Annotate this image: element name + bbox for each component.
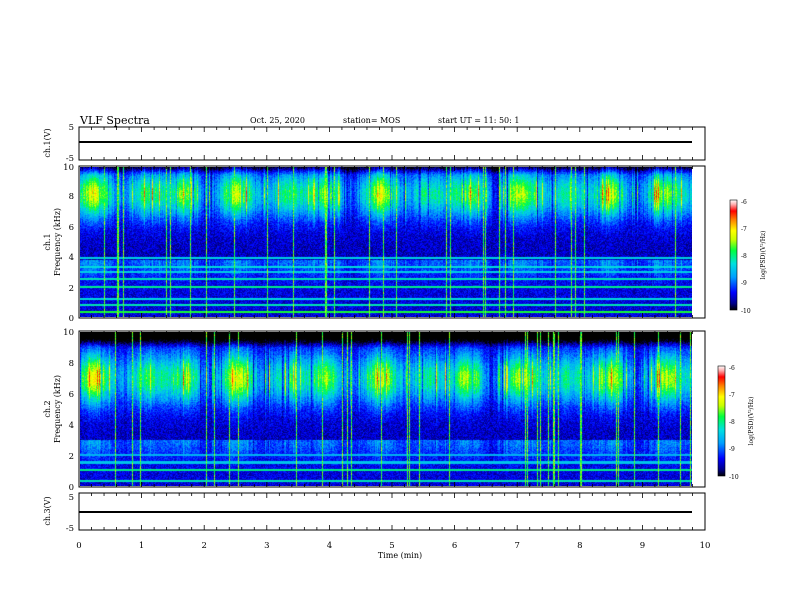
ch1-spec-ylabel-frequency: Frequency (kHz) <box>53 208 62 276</box>
ch2-spec-ylabel-channel: ch.2 <box>43 400 52 417</box>
ch2-spec-ytick-4: 4 <box>69 421 74 431</box>
ch1-colorbar-label: log(PSD)(V²/Hz) <box>760 231 767 280</box>
ch1-spec-ytick-0: 0 <box>69 314 74 324</box>
figure-title: VLF Spectra <box>79 114 150 127</box>
ch1-spec-ytick-2: 2 <box>69 284 74 294</box>
ch2-spec-ytick-6: 6 <box>69 390 74 400</box>
start-time-label: start UT = 11: 50: 1 <box>438 116 519 125</box>
ch3-voltage-panel: 5 -5 ch.3(V) <box>43 492 706 534</box>
x-tick-label-3: 3 <box>264 541 269 551</box>
x-tick-label-10: 10 <box>700 541 711 551</box>
ch1-cb-tick-9: -9 <box>741 280 747 287</box>
ch1-spec-yticks: 0 2 4 6 8 10 <box>63 163 74 324</box>
ch2-spec-ytick-10: 10 <box>63 328 74 338</box>
ch1-colorbar: -6 -7 -8 -9 -10 log(PSD)(V²/Hz) <box>729 199 767 315</box>
ch1-cb-tick-7: -7 <box>741 226 747 233</box>
ch2-spectrogram-panel: 0 2 4 6 8 10 ch.2 Frequency (kHz) <box>43 328 706 493</box>
ch1-spec-ytick-10: 10 <box>63 163 74 173</box>
ch2-cb-tick-10: -10 <box>729 474 739 481</box>
ch2-colorbar: -6 -7 -8 -9 -10 log(PSD)(V²/Hz) <box>717 365 755 481</box>
ch2-cb-tick-7: -7 <box>729 392 735 399</box>
ch2-colorbar-gradient <box>717 365 726 477</box>
ch1-cb-tick-10: -10 <box>741 308 751 315</box>
axis-tick-marks <box>78 127 706 530</box>
ch1-spec-ytick-8: 8 <box>69 192 74 202</box>
x-tick-label-8: 8 <box>577 541 582 551</box>
x-tick-label-0: 0 <box>76 541 81 551</box>
x-tick-label-5: 5 <box>389 541 394 551</box>
ch2-spec-ylabel-frequency: Frequency (kHz) <box>53 375 62 443</box>
ch2-colorbar-label: log(PSD)(V²/Hz) <box>748 397 755 446</box>
x-tick-label-9: 9 <box>640 541 645 551</box>
x-tick-label-7: 7 <box>514 541 519 551</box>
ch2-spec-ytick-0: 0 <box>69 483 74 493</box>
x-tick-label-2: 2 <box>201 541 206 551</box>
ch2-spectrogram-image <box>80 332 692 486</box>
x-tick-label-4: 4 <box>327 541 332 551</box>
ch1-voltage-frame <box>78 126 706 161</box>
ch2-cb-tick-9: -9 <box>729 446 735 453</box>
ch1-voltage-panel: 5 -5 ch.1(V) <box>43 123 706 164</box>
ch1-cb-tick-6: -6 <box>741 199 747 206</box>
station-label: station= MOS <box>343 116 400 125</box>
date-label: Oct. 25, 2020 <box>250 116 305 125</box>
ch1-voltage-ylabel: ch.1(V) <box>43 128 52 157</box>
x-axis-label: Time (min) <box>378 551 422 560</box>
ch2-spec-ytick-2: 2 <box>69 452 74 462</box>
ch1-spec-ytick-4: 4 <box>69 253 74 263</box>
ch2-spec-yticks: 0 2 4 6 8 10 <box>63 328 74 493</box>
x-tick-label-1: 1 <box>139 541 144 551</box>
ch1-ytick-top: 5 <box>69 123 74 133</box>
ch2-cb-tick-6: -6 <box>729 365 735 372</box>
ch2-spec-ytick-8: 8 <box>69 359 74 369</box>
x-tick-label-6: 6 <box>452 541 457 551</box>
ch1-spec-ylabel-channel: ch.1 <box>43 233 52 250</box>
ch1-spectrogram-image <box>80 167 692 317</box>
ch1-spectrogram-panel: 0 2 4 6 8 10 ch.1 Frequency (kHz) <box>43 163 706 324</box>
ch3-ytick-bottom: -5 <box>66 524 74 534</box>
ch1-colorbar-gradient <box>729 199 738 311</box>
x-tick-labels: 0 1 2 3 4 5 6 7 8 9 10 <box>76 541 710 551</box>
ch3-voltage-ylabel: ch.3(V) <box>43 496 52 525</box>
ch3-ytick-top: 5 <box>69 493 74 503</box>
ch1-ytick-bottom: -5 <box>66 154 74 164</box>
ch1-spec-ytick-6: 6 <box>69 223 74 233</box>
ch1-cb-tick-8: -8 <box>741 253 747 260</box>
ch2-cb-tick-8: -8 <box>729 419 735 426</box>
